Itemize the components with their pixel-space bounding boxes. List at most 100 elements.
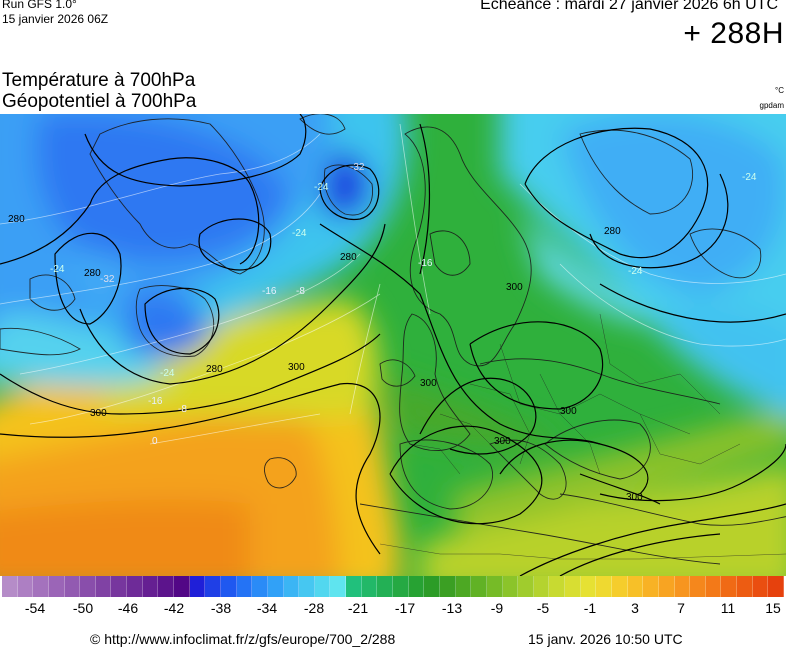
contour-label: 280 (604, 226, 621, 237)
color-scale-label: 11 (720, 600, 736, 616)
color-swatch (737, 576, 753, 597)
color-swatch (267, 576, 284, 597)
contour-labels: 280 280 280 280 280 300 300 300 300 300 … (8, 162, 757, 503)
contour-label: 280 (206, 364, 223, 375)
color-scale-label: -13 (441, 600, 463, 616)
contour-label: -24 (314, 182, 329, 193)
color-swatch (408, 576, 425, 597)
color-swatch (471, 576, 487, 597)
color-scale-label: -28 (303, 600, 325, 616)
color-swatch (95, 576, 112, 597)
color-swatch (596, 576, 612, 597)
color-swatch (314, 576, 331, 597)
contour-label: -8 (178, 404, 187, 415)
run-date: 15 janvier 2026 06Z (2, 12, 109, 26)
forecast-valid-time: Echéance : mardi 27 janvier 2026 6h UTC (480, 0, 778, 13)
contour-label: 300 (494, 436, 511, 447)
color-swatch (220, 576, 237, 597)
color-swatch (330, 576, 347, 597)
weather-map: 280 280 280 280 280 300 300 300 300 300 … (0, 114, 786, 576)
color-swatch (142, 576, 159, 597)
contour-label: 300 (288, 362, 305, 373)
title-temperature: Température à 700hPa (2, 70, 196, 91)
color-swatch (174, 576, 190, 597)
color-swatch (768, 576, 785, 597)
color-swatch (658, 576, 675, 597)
color-scale-label: -46 (117, 600, 139, 616)
contour-label: 300 (506, 282, 523, 293)
color-swatch (33, 576, 49, 597)
contour-label: -24 (742, 172, 757, 183)
color-swatch (252, 576, 268, 597)
contour-label: -16 (418, 258, 433, 269)
color-scale-label: 3 (631, 600, 639, 616)
color-swatch (2, 576, 18, 597)
color-swatch (111, 576, 128, 597)
color-scale-label: -21 (347, 600, 369, 616)
unit-gpdam: gpdam (759, 101, 784, 110)
contour-label: -16 (262, 286, 277, 297)
color-swatch (393, 576, 409, 597)
contour-label: 280 (84, 268, 101, 279)
contour-label: 300 (560, 406, 577, 417)
color-swatch (627, 576, 644, 597)
color-swatch (236, 576, 253, 597)
contour-label: 280 (340, 252, 357, 263)
color-scale-label: -34 (256, 600, 278, 616)
color-swatch (17, 576, 34, 597)
color-swatch (721, 576, 738, 597)
color-scale-label: 15 (765, 600, 781, 616)
color-swatch (752, 576, 769, 597)
color-scale-label: -54 (24, 600, 46, 616)
color-swatch (283, 576, 300, 597)
color-swatch (565, 576, 581, 597)
color-swatch (486, 576, 503, 597)
color-swatch (80, 576, 96, 597)
lead-time: + 288H (683, 17, 784, 50)
color-swatch (549, 576, 566, 597)
color-scale-label: -1 (583, 600, 597, 616)
color-swatch (361, 576, 378, 597)
contour-label: -24 (160, 368, 175, 379)
color-swatch (48, 576, 65, 597)
color-swatch (455, 576, 472, 597)
coastlines (0, 114, 786, 565)
generation-timestamp: 15 janv. 2026 10:50 UTC (528, 631, 683, 647)
contour-label: -24 (292, 228, 307, 239)
color-scale-bar (2, 576, 785, 597)
color-scale-label: -42 (163, 600, 185, 616)
contour-label: -32 (100, 274, 115, 285)
run-label: Run GFS 1.0° (2, 0, 77, 11)
color-swatch (580, 576, 597, 597)
color-swatch (674, 576, 691, 597)
color-swatch (189, 576, 206, 597)
contour-label: -24 (50, 264, 65, 275)
color-scale-label: -9 (490, 600, 504, 616)
color-swatch (611, 576, 628, 597)
unit-celsius: °C (775, 86, 784, 95)
contour-label: -8 (296, 286, 305, 297)
color-swatch (533, 576, 550, 597)
color-swatch (64, 576, 81, 597)
color-swatch (127, 576, 143, 597)
color-swatch (439, 576, 456, 597)
color-swatch (690, 576, 706, 597)
color-swatch (346, 576, 362, 597)
copyright-url: © http://www.infoclimat.fr/z/gfs/europe/… (90, 631, 396, 647)
contour-label: 280 (8, 214, 25, 225)
color-swatch (643, 576, 659, 597)
temperature-field: 280 280 280 280 280 300 300 300 300 300 … (0, 114, 786, 576)
color-scale-labels: -54 -50 -46 -42 -38 -34 -28 -21 -17 -13 -9 -5 -1 3 7 11… (0, 600, 786, 618)
color-scale-label: -38 (210, 600, 232, 616)
contour-label: -16 (148, 396, 163, 407)
borders (379, 313, 786, 560)
color-scale-label: -17 (394, 600, 416, 616)
contour-label: 300 (626, 492, 643, 503)
color-swatch (705, 576, 722, 597)
color-swatch (299, 576, 315, 597)
geopotential-contours (0, 114, 786, 576)
contour-label: 300 (420, 378, 437, 389)
color-scale-label: -50 (72, 600, 94, 616)
contour-label: 0 (152, 436, 158, 447)
contour-label: 300 (90, 408, 107, 419)
